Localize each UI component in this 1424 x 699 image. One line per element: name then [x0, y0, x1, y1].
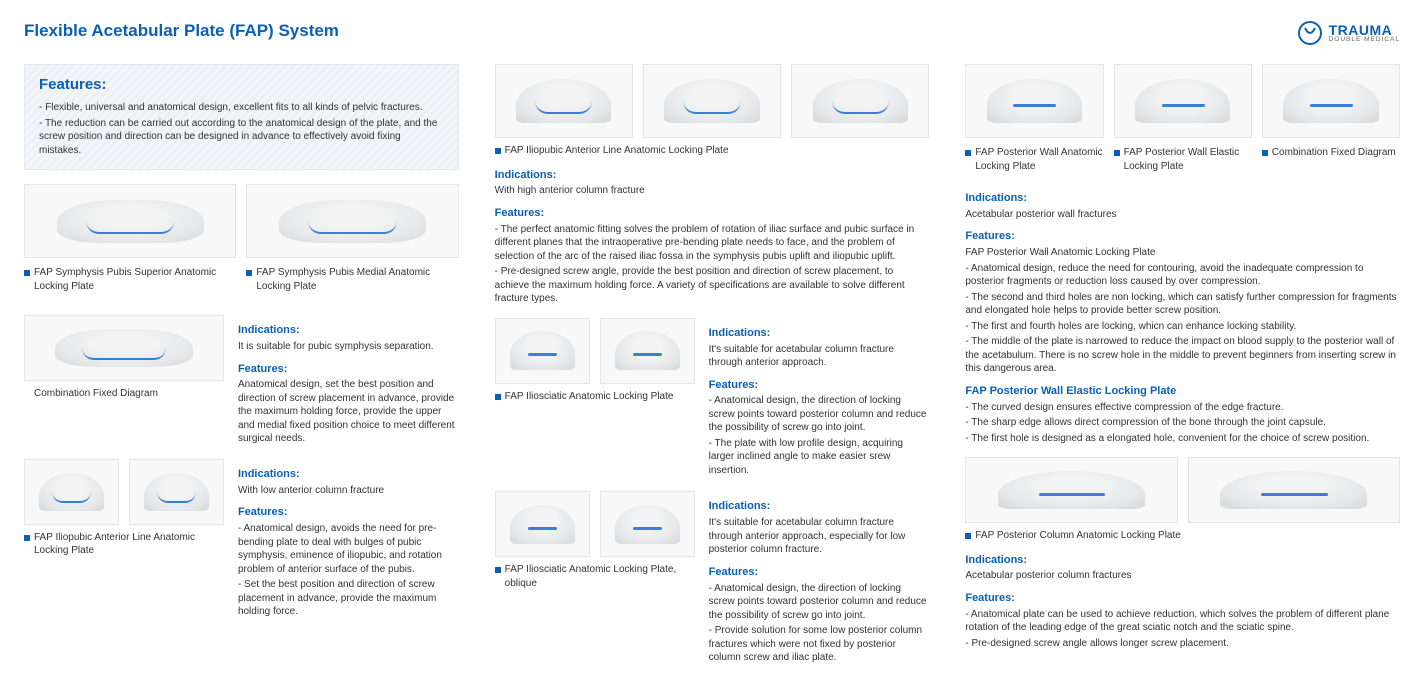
product-image	[24, 184, 236, 258]
brand-subtitle: DOUBLE MEDICAL	[1329, 37, 1400, 44]
body-text: It is suitable for pubic symphysis separ…	[238, 340, 459, 354]
product-image	[965, 457, 1177, 523]
brand-name: TRAUMA	[1329, 23, 1400, 37]
image-caption: FAP Posterior Column Anatomic Locking Pl…	[965, 529, 1400, 543]
product-image	[24, 459, 119, 525]
image-caption: FAP Iliopubic Anterior Line Anatomic Loc…	[24, 531, 224, 558]
product-image	[495, 491, 590, 557]
image-caption: FAP Symphysis Pubis Medial Anatomic Lock…	[246, 266, 458, 293]
features-subheading: Features:	[709, 565, 930, 580]
image-caption: Combination Fixed Diagram	[1262, 146, 1400, 173]
feature-line: The first hole is designed as a elongate…	[965, 432, 1400, 446]
image-caption: FAP Iliosciatic Anatomic Locking Plate, …	[495, 563, 695, 590]
features-subheading: Features:	[965, 229, 1400, 244]
indications-heading: Indications:	[238, 323, 459, 338]
feature-line: The perfect anatomic fitting solves the …	[495, 223, 930, 264]
feature-line: Anatomical design, the direction of lock…	[709, 394, 930, 435]
product-image	[495, 318, 590, 384]
features-subheading: Features:	[238, 362, 459, 377]
indications-heading: Indications:	[709, 499, 930, 514]
product-image	[1188, 457, 1400, 523]
image-caption: FAP Posterior Wall Elastic Locking Plate	[1114, 146, 1252, 173]
features-subheading: FAP Posterior Wall Elastic Locking Plate	[965, 384, 1400, 399]
body-text: It's suitable for acetabular column frac…	[709, 343, 930, 370]
feature-line: The curved design ensures effective comp…	[965, 401, 1400, 415]
features-subheading: Features:	[965, 591, 1400, 606]
body-text: Acetabular posterior wall fractures	[965, 208, 1400, 222]
indications-heading: Indications:	[709, 326, 930, 341]
feature-line: Flexible, universal and anatomical desig…	[39, 101, 444, 115]
feature-line: Pre-designed screw angle allows longer s…	[965, 637, 1400, 651]
body-text: FAP Posterior Wall Anatomic Locking Plat…	[965, 246, 1400, 260]
feature-line: Anatomical design, avoids the need for p…	[238, 522, 459, 576]
brand-icon	[1297, 20, 1323, 46]
features-heading: Features:	[39, 75, 444, 95]
image-caption: FAP Symphysis Pubis Superior Anatomic Lo…	[24, 266, 236, 293]
features-subheading: Features:	[495, 206, 930, 221]
brand-logo: TRAUMA DOUBLE MEDICAL	[1297, 20, 1400, 46]
body-text: Acetabular posterior column fractures	[965, 569, 1400, 583]
product-image	[600, 491, 695, 557]
column-center: FAP Iliopubic Anterior Line Anatomic Loc…	[495, 64, 930, 679]
column-left: Features: Flexible, universal and anatom…	[24, 64, 459, 679]
product-image	[495, 64, 633, 138]
product-image	[1262, 64, 1400, 138]
indications-heading: Indications:	[965, 191, 1400, 206]
body-text: It's suitable for acetabular column frac…	[709, 516, 930, 557]
product-image	[24, 315, 224, 381]
feature-line: The first and fourth holes are locking, …	[965, 320, 1400, 334]
feature-line: Anatomical design, reduce the need for c…	[965, 262, 1400, 289]
feature-line: Pre-designed screw angle, provide the be…	[495, 265, 930, 306]
feature-line: The second and third holes are non locki…	[965, 291, 1400, 318]
features-box: Features: Flexible, universal and anatom…	[24, 64, 459, 170]
feature-line: Anatomical design, the direction of lock…	[709, 582, 930, 623]
feature-line: Anatomical plate can be used to achieve …	[965, 608, 1400, 635]
product-image	[246, 184, 458, 258]
image-caption: FAP Iliosciatic Anatomic Locking Plate	[495, 390, 695, 404]
body-text: With high anterior column fracture	[495, 184, 930, 198]
indications-heading: Indications:	[965, 553, 1400, 568]
body-text: With low anterior column fracture	[238, 484, 459, 498]
image-caption: FAP Iliopubic Anterior Line Anatomic Loc…	[495, 144, 930, 158]
product-image	[791, 64, 929, 138]
image-caption: Combination Fixed Diagram	[24, 387, 224, 401]
indications-heading: Indications:	[495, 168, 930, 183]
features-subheading: Features:	[709, 378, 930, 393]
column-right: FAP Posterior Wall Anatomic Locking Plat…	[965, 64, 1400, 679]
body-text: Anatomical design, set the best position…	[238, 378, 459, 446]
feature-line: The plate with low profile design, acqui…	[709, 437, 930, 478]
features-subheading: Features:	[238, 505, 459, 520]
feature-line: Provide solution for some low posterior …	[709, 624, 930, 665]
product-image	[643, 64, 781, 138]
product-image	[129, 459, 224, 525]
product-image	[965, 64, 1103, 138]
feature-line: The middle of the plate is narrowed to r…	[965, 335, 1400, 376]
image-caption: FAP Posterior Wall Anatomic Locking Plat…	[965, 146, 1103, 173]
feature-line: The reduction can be carried out accordi…	[39, 117, 444, 158]
indications-heading: Indications:	[238, 467, 459, 482]
feature-line: The sharp edge allows direct compression…	[965, 416, 1400, 430]
feature-line: Set the best position and direction of s…	[238, 578, 459, 619]
product-image	[1114, 64, 1252, 138]
product-image	[600, 318, 695, 384]
page-title: Flexible Acetabular Plate (FAP) System	[24, 20, 339, 43]
